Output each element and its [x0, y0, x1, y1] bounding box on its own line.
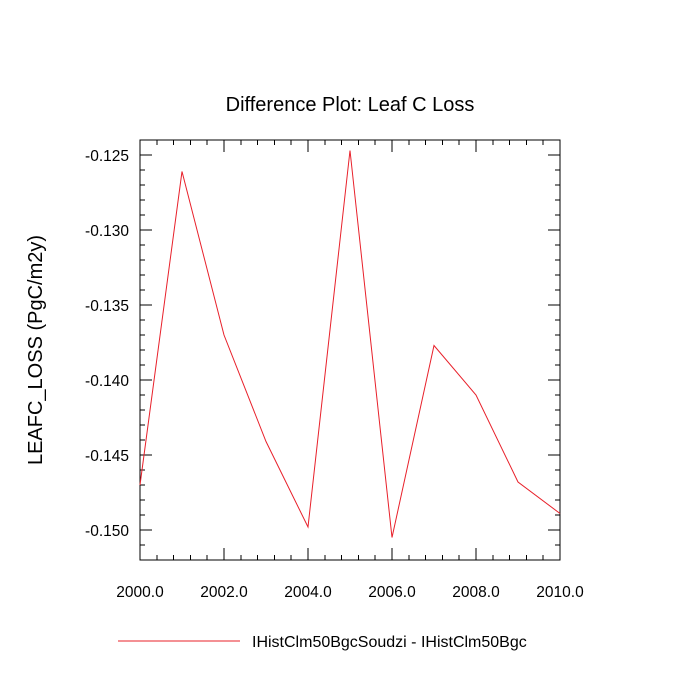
series-layer	[139, 150, 561, 538]
y-tick-label: -0.145	[85, 448, 129, 465]
legend-label: IHistClm50BgcSoudzi - IHistClm50Bgc	[252, 634, 527, 651]
x-axis: 2000.0 2002.0 2004.0 2006.0 2008.0 2010.0	[116, 140, 584, 601]
chart-title: Difference Plot: Leaf C Loss	[226, 94, 475, 116]
plot-frame	[139, 139, 561, 561]
y-tick-label: -0.125	[85, 148, 129, 165]
x-tick-label: 2006.0	[368, 584, 416, 601]
y-axis-label: LEAFC_LOSS (PgC/m2y)	[25, 235, 47, 465]
plot-border	[139, 139, 561, 561]
x-tick-label: 2010.0	[536, 584, 584, 601]
series-line	[139, 150, 561, 538]
y-tick-label: -0.135	[85, 298, 129, 315]
y-tick-label: -0.130	[85, 223, 129, 240]
legend: IHistClm50BgcSoudzi - IHistClm50Bgc	[118, 634, 527, 651]
x-tick-label: 2004.0	[284, 584, 332, 601]
y-tick-label: -0.150	[85, 523, 129, 540]
x-tick-label: 2008.0	[452, 584, 500, 601]
y-tick-label: -0.140	[85, 373, 129, 390]
x-tick-label: 2000.0	[116, 584, 164, 601]
x-tick-label: 2002.0	[200, 584, 248, 601]
y-axis: -0.125 -0.130 -0.135 -0.140 -0.145 -0.150	[85, 139, 560, 561]
